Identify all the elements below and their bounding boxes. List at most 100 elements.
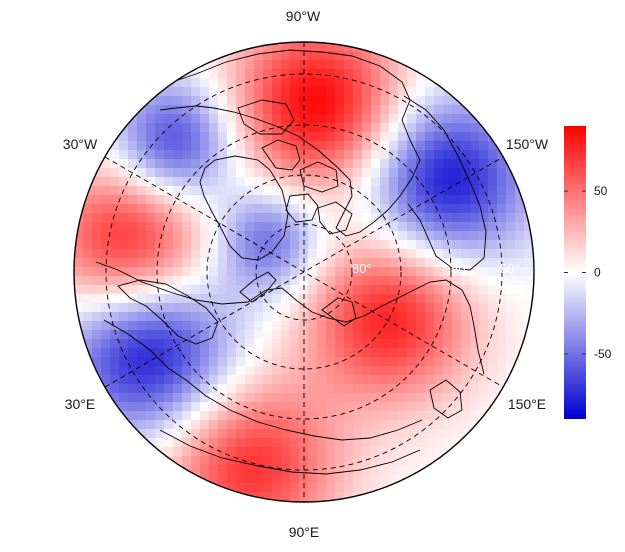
field-cell [317, 87, 327, 97]
field-cell [137, 267, 147, 277]
field-cell [443, 141, 453, 151]
field-cell [182, 348, 192, 358]
field-cell [371, 474, 381, 484]
field-cell [308, 492, 318, 502]
field-cell [236, 429, 246, 439]
field-cell [146, 105, 156, 115]
field-cell [173, 105, 183, 115]
field-cell [326, 51, 336, 61]
field-cell [398, 384, 408, 394]
field-cell [281, 42, 291, 52]
field-cell [245, 168, 255, 178]
field-cell [254, 132, 264, 142]
field-cell [506, 186, 516, 196]
field-cell [146, 411, 156, 421]
field-cell [416, 456, 426, 466]
field-cell [254, 69, 264, 79]
field-cell [353, 411, 363, 421]
field-cell [272, 213, 282, 223]
field-cell [326, 294, 336, 304]
field-cell [479, 177, 489, 187]
field-cell [209, 186, 219, 196]
field-cell [236, 474, 246, 484]
field-cell [452, 375, 462, 385]
field-cell [461, 213, 471, 223]
field-cell [326, 42, 336, 52]
field-cell [443, 213, 453, 223]
field-cell [389, 438, 399, 448]
field-cell [344, 96, 354, 106]
field-cell [101, 159, 111, 169]
field-cell [470, 303, 480, 313]
field-cell [488, 186, 498, 196]
field-cell [407, 438, 417, 448]
lat-ring-70 [206, 174, 402, 370]
field-cell [146, 132, 156, 142]
field-cell [173, 447, 183, 457]
field-cell [452, 231, 462, 241]
field-cell [326, 177, 336, 187]
field-cell [362, 69, 372, 79]
field-cell [380, 186, 390, 196]
field-cell [479, 339, 489, 349]
field-cell [335, 105, 345, 115]
field-cell [263, 312, 273, 322]
field-cell [218, 366, 228, 376]
field-cell [182, 429, 192, 439]
field-cell [425, 402, 435, 412]
field-cell [371, 375, 381, 385]
field-cell [488, 168, 498, 178]
field-cell [353, 348, 363, 358]
field-cell [425, 285, 435, 295]
field-cell [200, 330, 210, 340]
field-cell [281, 474, 291, 484]
field-cell [83, 168, 93, 178]
field-cell [371, 285, 381, 295]
field-cell [290, 222, 300, 232]
field-cell [281, 150, 291, 160]
field-cell [128, 105, 138, 115]
field-cell [245, 60, 255, 70]
field-cell [533, 285, 534, 295]
field-cell [434, 168, 444, 178]
field-cell [335, 258, 345, 268]
field-cell [119, 357, 129, 367]
field-cell [389, 294, 399, 304]
field-cell [245, 330, 255, 340]
field-cell [353, 60, 363, 70]
field-cell [317, 195, 327, 205]
field-cell [335, 114, 345, 124]
field-cell [371, 420, 381, 430]
field-cell [182, 222, 192, 232]
field-cell [308, 357, 318, 367]
field-cell [146, 267, 156, 277]
field-cell [425, 150, 435, 160]
field-cell [344, 321, 354, 331]
field-cell [317, 357, 327, 367]
field-cell [407, 267, 417, 277]
field-cell [236, 168, 246, 178]
field-cell [110, 213, 120, 223]
field-cell [515, 258, 525, 268]
field-cell [236, 213, 246, 223]
field-cell [425, 123, 435, 133]
field-cell [272, 294, 282, 304]
field-cell [263, 276, 273, 286]
field-cell [272, 384, 282, 394]
field-cell [434, 330, 444, 340]
field-cell [362, 249, 372, 259]
field-cell [380, 447, 390, 457]
field-cell [452, 357, 462, 367]
field-cell [434, 177, 444, 187]
field-cell [200, 114, 210, 124]
field-cell [380, 159, 390, 169]
field-cell [452, 411, 462, 421]
lon-label-150w: 150°W [506, 136, 549, 152]
field-cell [119, 294, 129, 304]
field-cell [164, 132, 174, 142]
field-cell [362, 240, 372, 250]
field-cell [290, 240, 300, 250]
field-cell [191, 240, 201, 250]
field-cell [137, 222, 147, 232]
field-cell [128, 429, 138, 439]
